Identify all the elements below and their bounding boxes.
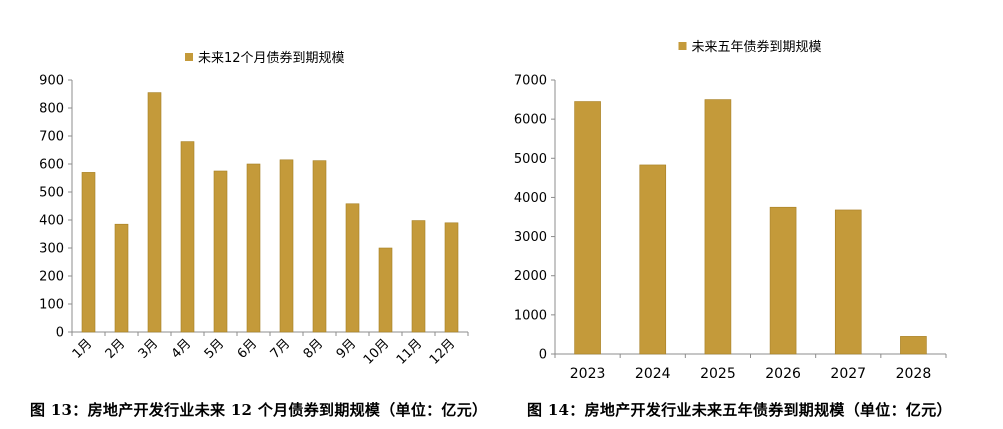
y-tick-label: 600 (39, 158, 64, 173)
y-tick-label: 5000 (514, 152, 547, 167)
y-tick-label: 6000 (514, 113, 547, 128)
bar (769, 206, 797, 355)
chart-left: 未来12个月债券到期规模 0 100 200 300 400 500 600 700 800 900… (39, 50, 469, 368)
bar (114, 223, 129, 333)
y-tick-label: 100 (39, 298, 64, 313)
y-tick-label: 700 (39, 130, 64, 145)
y-tick-label: 300 (39, 242, 64, 257)
bar (312, 160, 327, 333)
y-tick-label: 900 (39, 74, 64, 89)
y-tick-label: 800 (39, 102, 64, 117)
x-tick-label: 2027 (830, 366, 866, 382)
y-tick-label: 3000 (514, 230, 547, 245)
chart-right-panel: 未来五年债券到期规模 0 1000 2000 3000 4000 5000 6000 7000 2… (500, 0, 1003, 429)
bar (444, 222, 459, 333)
x-tick-label: 2024 (635, 366, 671, 382)
legend-label: 未来五年债券到期规模 (692, 39, 822, 55)
y-tick-label: 200 (39, 270, 64, 285)
bar (180, 141, 195, 333)
legend-swatch (185, 53, 193, 61)
bar (81, 172, 96, 333)
bar (639, 164, 667, 355)
y-tick-label: 7000 (514, 74, 547, 89)
bar (378, 247, 393, 333)
bar (147, 92, 162, 333)
x-tick-label: 2023 (570, 366, 606, 382)
x-tick-label: 4月 (169, 336, 195, 362)
bar (213, 170, 228, 333)
y-tick-label: 1000 (514, 308, 547, 323)
y-tick-label: 500 (39, 186, 64, 201)
bar (411, 220, 426, 333)
x-tick-label: 2028 (896, 366, 932, 382)
bar (834, 209, 862, 355)
x-tick-label: 10月 (361, 336, 392, 367)
bar (704, 99, 732, 355)
bar (345, 203, 360, 333)
x-tick-label: 6月 (235, 336, 261, 362)
y-tick-label: 0 (539, 348, 547, 363)
x-tick-label: 7月 (268, 336, 294, 362)
y-tick-label: 0 (56, 326, 64, 341)
x-tick-label: 3月 (136, 336, 162, 362)
figure-caption-right: 图 14：房地产开发行业未来五年债券到期规模（单位：亿元） (527, 401, 952, 419)
chart-right: 未来五年债券到期规模 0 1000 2000 3000 4000 5000 6000 7000 2… (514, 39, 947, 382)
bar (574, 101, 601, 355)
y-tick-label: 4000 (514, 191, 547, 206)
bar (279, 159, 294, 333)
x-tick-label: 2026 (765, 366, 801, 382)
x-tick-label: 1月 (70, 336, 96, 362)
y-tick-label: 400 (39, 214, 64, 229)
x-tick-label: 11月 (394, 336, 425, 367)
y-tick-label: 2000 (514, 269, 547, 284)
figure-caption-left: 图 13：房地产开发行业未来 12 个月债券到期规模（单位：亿元） (30, 401, 488, 419)
x-tick-label: 2025 (700, 366, 736, 382)
x-tick-label: 5月 (202, 336, 228, 362)
legend-swatch (678, 42, 687, 50)
x-tick-label: 8月 (301, 336, 327, 362)
x-tick-label: 9月 (334, 336, 360, 362)
legend-label: 未来12个月债券到期规模 (198, 50, 345, 66)
chart-left-panel: 未来12个月债券到期规模 0 100 200 300 400 500 600 700 800 900… (0, 0, 500, 429)
x-tick-label: 12月 (427, 336, 458, 367)
x-tick-label: 2月 (103, 336, 129, 362)
bar (900, 336, 927, 355)
bar (246, 163, 261, 333)
